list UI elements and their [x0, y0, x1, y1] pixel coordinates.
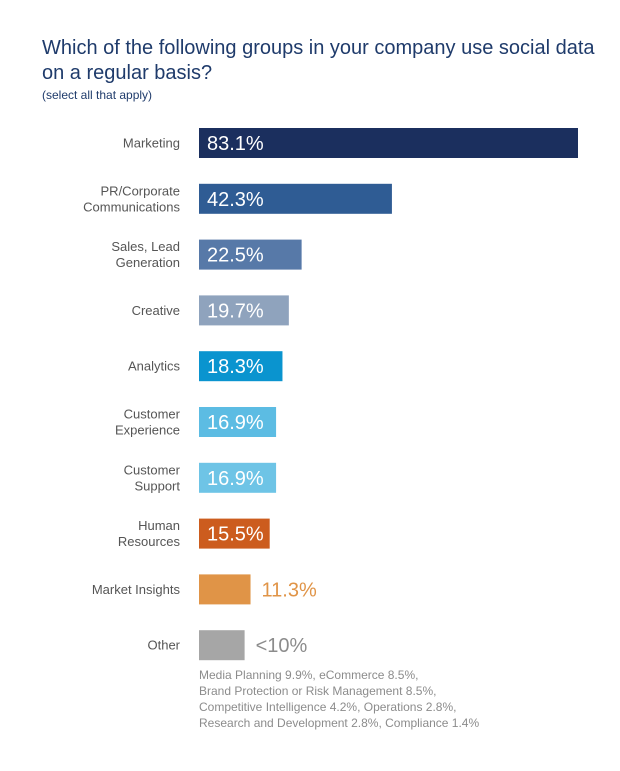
value-label: 19.7%: [207, 300, 264, 322]
category-label: Support: [134, 478, 180, 493]
category-label: Marketing: [123, 136, 180, 151]
category-label: Experience: [115, 423, 180, 438]
category-label: Communications: [83, 199, 180, 214]
category-label: Sales, Lead: [111, 239, 180, 254]
value-label: 83.1%: [207, 133, 264, 155]
bar: [199, 630, 245, 661]
bar: [199, 462, 277, 493]
value-label: <10%: [256, 635, 308, 657]
category-label: Analytics: [128, 359, 181, 374]
chart-subtitle: (select all that apply): [42, 88, 153, 102]
category-label: Resources: [118, 534, 181, 549]
category-label: Customer: [124, 462, 181, 477]
category-label: Other: [147, 638, 180, 653]
bar: [199, 518, 270, 549]
note-line: Competitive Intelligence 4.2%, Operation…: [199, 700, 457, 714]
value-label: 18.3%: [207, 356, 264, 378]
category-label: Creative: [132, 303, 180, 318]
value-label: 42.3%: [207, 189, 264, 211]
bar: [199, 239, 302, 270]
bar: [199, 574, 251, 605]
category-label: PR/Corporate: [101, 183, 180, 198]
category-label: Market Insights: [92, 582, 181, 597]
bar: [199, 407, 277, 437]
value-label: 15.5%: [207, 524, 264, 546]
bar: [199, 295, 289, 326]
other-breakdown-note: Media Planning 9.9%, eCommerce 8.5%, Bra…: [199, 667, 479, 731]
bar: [199, 351, 283, 382]
bar: [199, 183, 392, 214]
bar: [199, 128, 578, 158]
value-label: 22.5%: [207, 245, 264, 267]
note-line: Brand Protection or Risk Management 8.5%…: [199, 684, 437, 698]
note-line: Media Planning 9.9%, eCommerce 8.5%,: [199, 668, 419, 682]
category-label: Generation: [116, 255, 180, 270]
category-label: Customer: [124, 407, 181, 422]
chart-title: Which of the following groups in your co…: [42, 37, 595, 84]
note-line: Research and Development 2.8%, Complianc…: [199, 716, 480, 730]
value-label: 16.9%: [207, 468, 264, 490]
value-label: 11.3%: [262, 579, 317, 601]
value-label: 16.9%: [207, 412, 264, 434]
category-label: Human: [138, 518, 180, 533]
